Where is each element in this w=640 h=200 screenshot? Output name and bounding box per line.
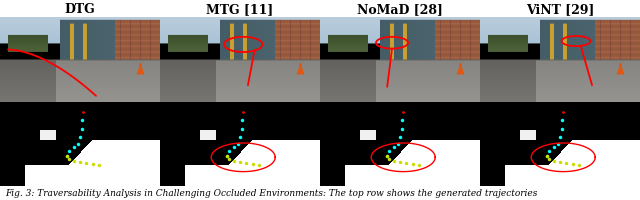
Text: NoMaD [28]: NoMaD [28] [357, 3, 443, 16]
Text: DTG: DTG [65, 3, 95, 16]
Text: ViNT [29]: ViNT [29] [526, 3, 594, 16]
Text: MTG [11]: MTG [11] [206, 3, 274, 16]
Text: Fig. 3: Traversability Analysis in Challenging Occluded Environments: The top ro: Fig. 3: Traversability Analysis in Chall… [5, 188, 538, 197]
